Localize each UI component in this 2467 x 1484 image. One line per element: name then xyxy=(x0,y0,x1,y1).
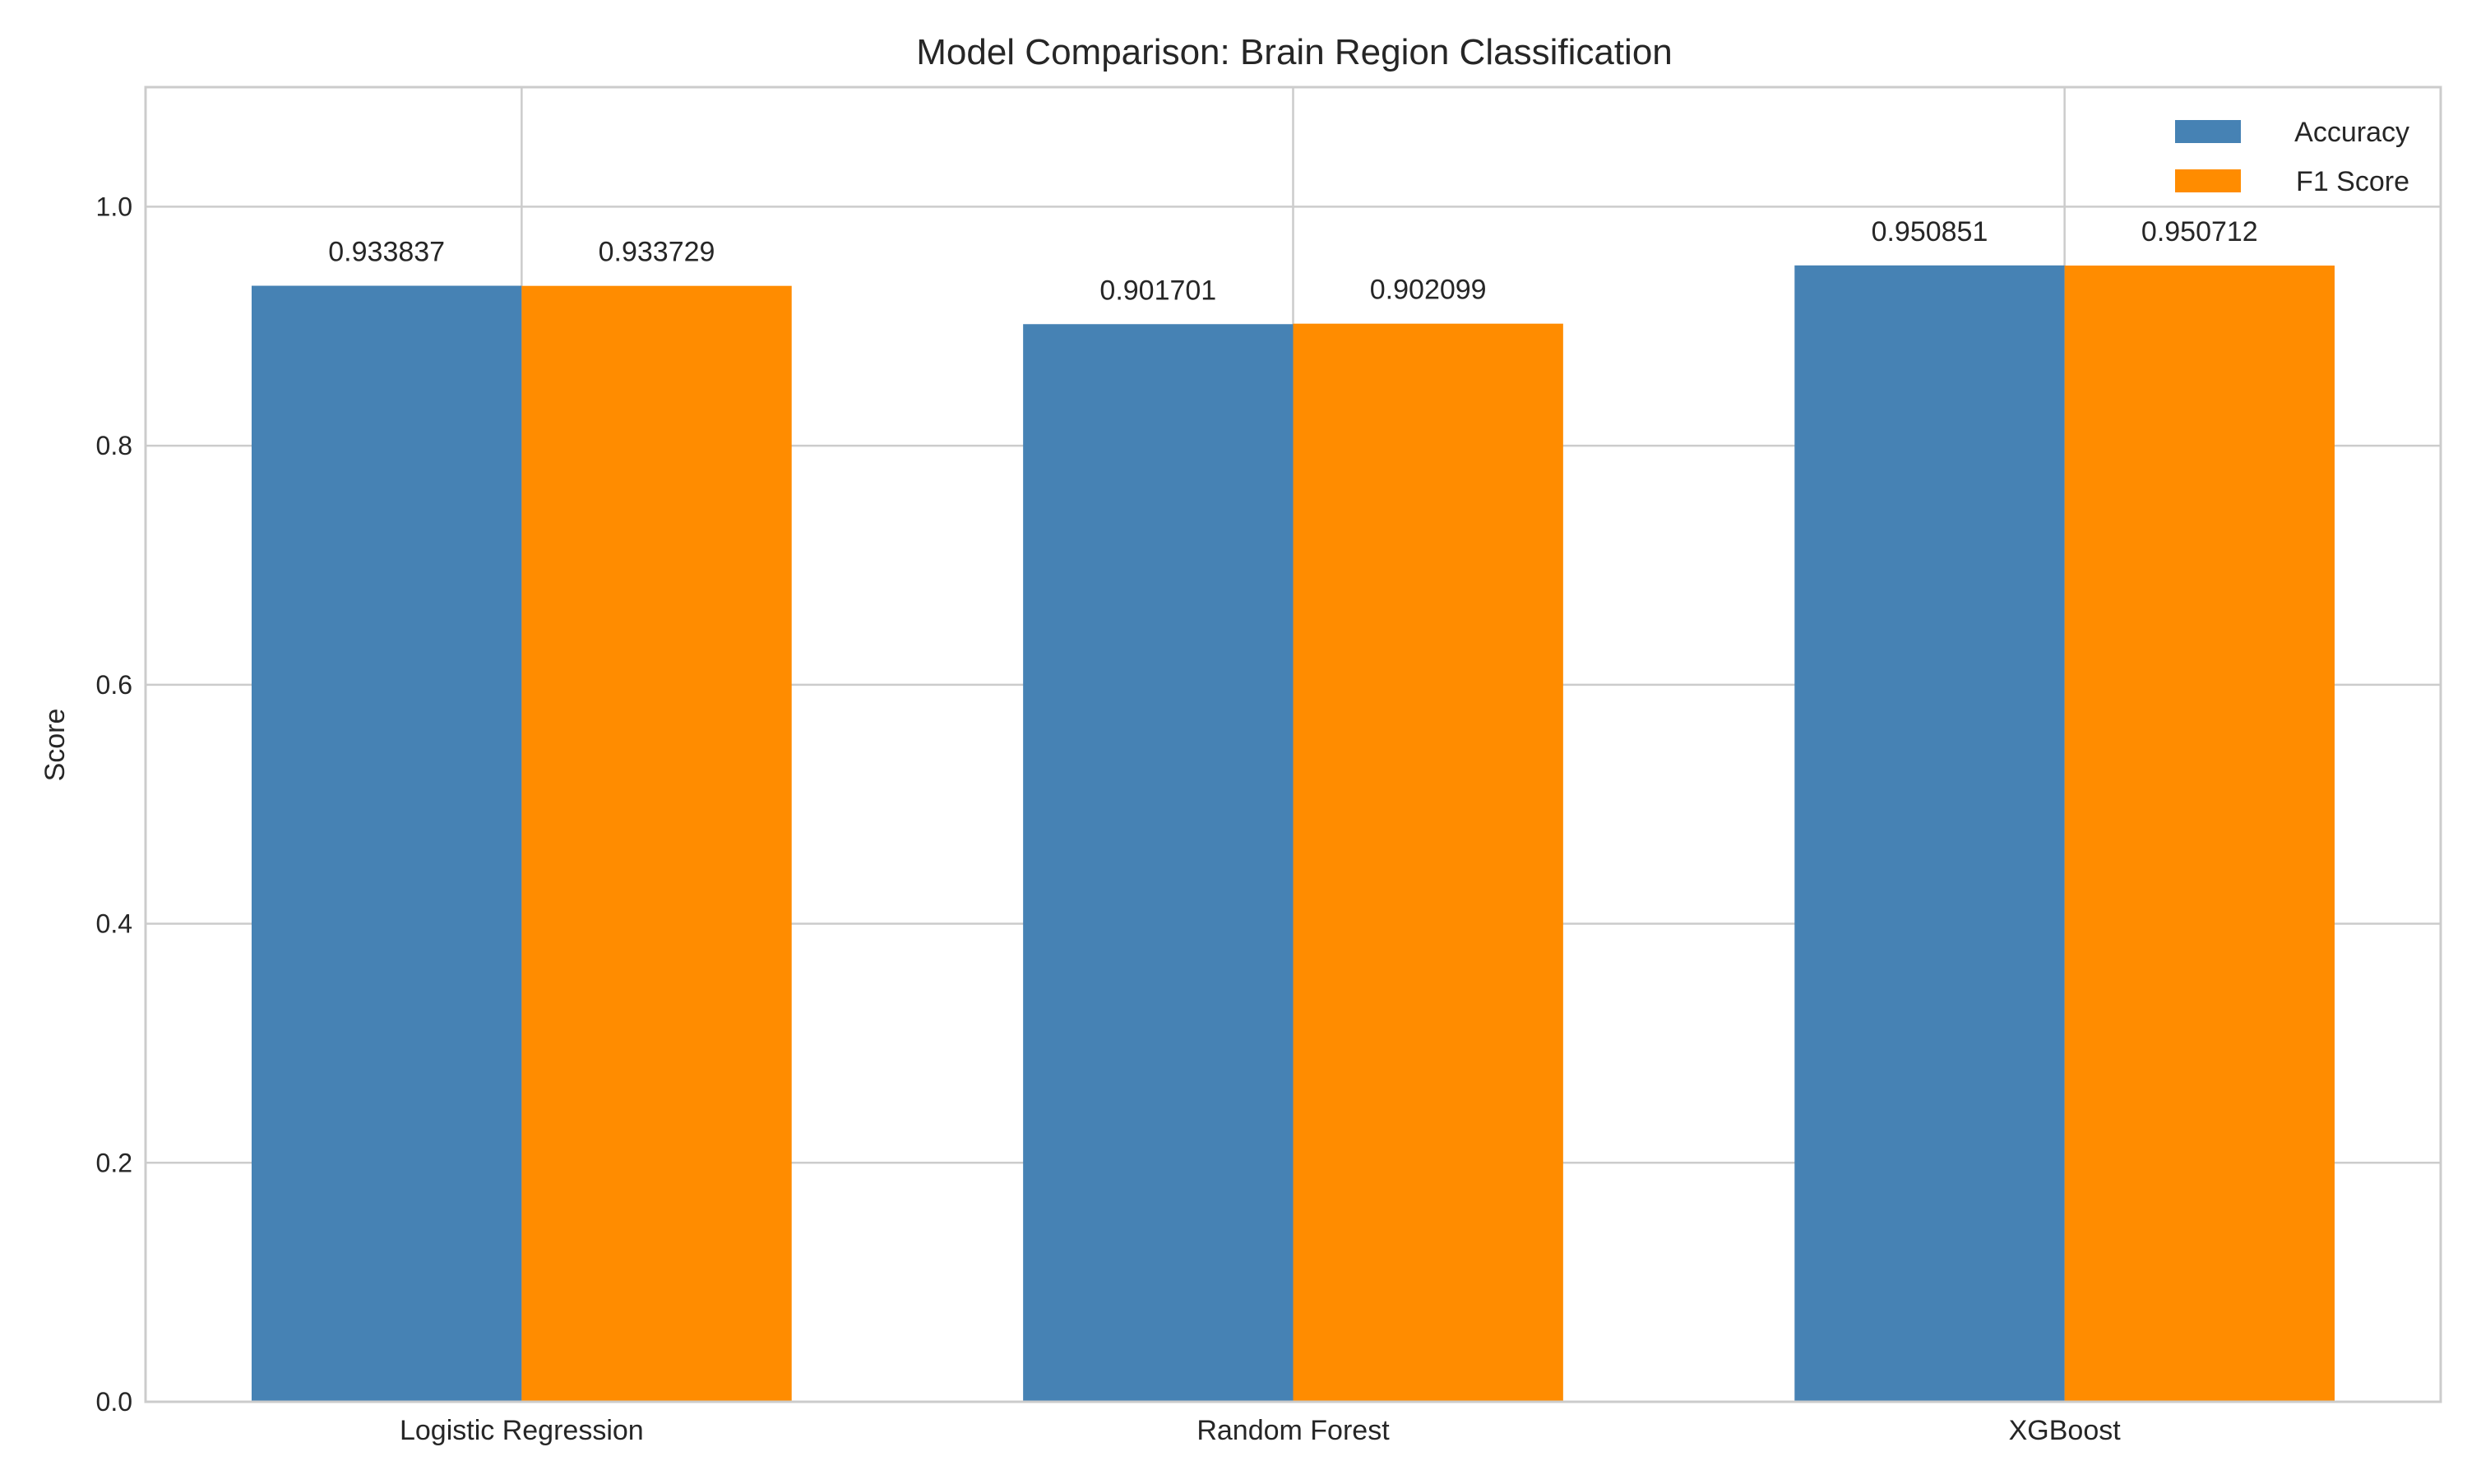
legend: Accuracy F1 Score xyxy=(2175,117,2409,197)
x-tick-label: Random Forest xyxy=(1196,1415,1390,1446)
bar-accuracy xyxy=(1023,324,1294,1402)
y-tick-label: 1.0 xyxy=(96,192,132,221)
y-tick-label: 0.4 xyxy=(96,909,132,939)
y-tick-label: 0.2 xyxy=(96,1148,132,1177)
axes: 0.0 0.2 0.4 0.6 0.8 1.0 Logistic Regression Ran… xyxy=(96,86,2442,1446)
chart-title: Model Comparison: Brain Region Classific… xyxy=(916,32,1673,72)
y-tick-label: 0.6 xyxy=(96,670,132,700)
bar-f1-score xyxy=(1293,323,1563,1403)
x-tick-label: XGBoost xyxy=(2009,1415,2122,1446)
y-axis-label: Score xyxy=(39,709,71,782)
data-label: 0.901701 xyxy=(1099,275,1216,306)
bars xyxy=(251,265,2335,1403)
data-label: 0.933729 xyxy=(599,237,715,268)
y-tick-label: 0.8 xyxy=(96,431,132,460)
data-label: 0.902099 xyxy=(1370,275,1487,306)
legend-swatch xyxy=(2175,120,2241,143)
legend-label: Accuracy xyxy=(2294,117,2409,148)
bar-f1-score xyxy=(521,285,792,1403)
plot-frame xyxy=(144,86,2442,1403)
bar-labels: 0.933837 0.901701 0.950851 0.933729 0.902099… xyxy=(328,216,2257,306)
data-label: 0.950712 xyxy=(2141,216,2258,247)
bar-accuracy xyxy=(1794,265,2065,1403)
data-label: 0.950851 xyxy=(1872,216,1988,247)
legend-swatch xyxy=(2175,169,2241,192)
legend-label: F1 Score xyxy=(2296,166,2409,197)
data-label: 0.933837 xyxy=(328,237,445,268)
x-tick-label: Logistic Regression xyxy=(400,1415,644,1446)
bar-accuracy xyxy=(251,285,522,1403)
bar-f1-score xyxy=(2064,266,2335,1402)
y-tick-label: 0.0 xyxy=(96,1387,132,1417)
